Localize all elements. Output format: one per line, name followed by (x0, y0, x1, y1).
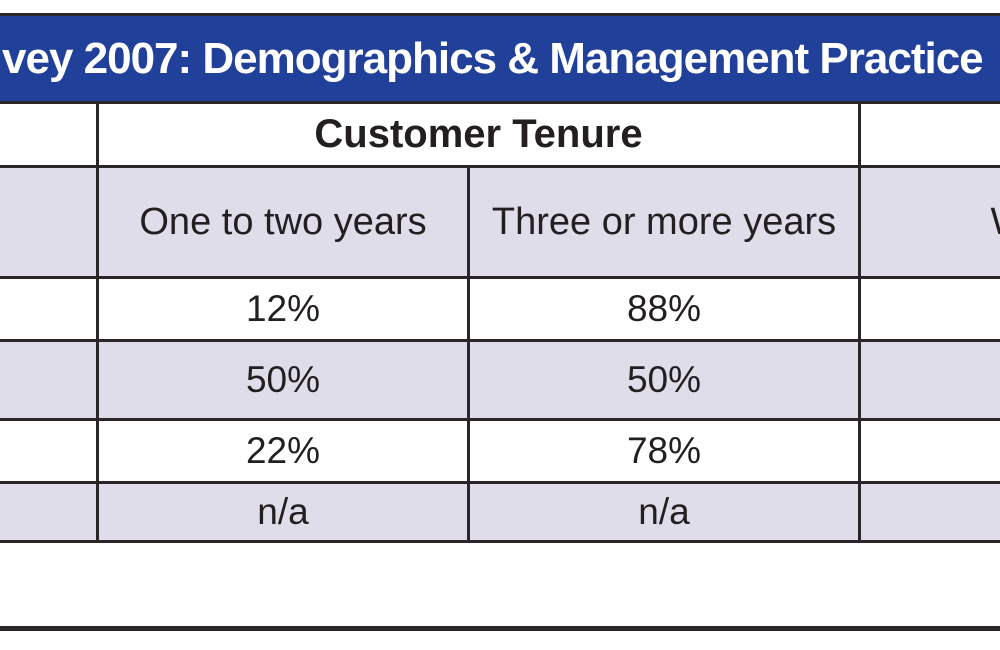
figure-top-border (0, 13, 1000, 16)
demographics-table: Customer Tenure M One to two years Three… (0, 101, 1000, 543)
col-header-one-to-two-years: One to two years (96, 165, 470, 279)
cell-value (858, 339, 1000, 421)
cell-value: 88% (466, 276, 862, 342)
table-row: ons 50% 50% (0, 339, 1000, 421)
figure-title: vey 2007: Demographics & Management Prac… (2, 34, 984, 83)
cell-value: 78% (466, 418, 862, 484)
cell-value: 22% (96, 418, 470, 484)
table-row: 12% 88% (0, 276, 1000, 342)
cell-value (858, 481, 1000, 543)
corner-cell (0, 101, 99, 168)
customer-tenure-group-header: Customer Tenure (95, 101, 862, 168)
row-label (0, 418, 99, 484)
cell-value: 50% (96, 339, 470, 421)
row-label (0, 276, 99, 342)
table-row: 22% 78% (0, 418, 1000, 484)
col-header-three-or-more-years: Three or more years (466, 165, 862, 279)
row-label: ons (0, 339, 99, 421)
cell-value (858, 418, 1000, 484)
corner-cell (0, 165, 99, 279)
column-header-row: One to two years Three or more years Wor… (0, 165, 1000, 279)
row-label (0, 481, 99, 543)
cell-value: n/a (466, 481, 862, 543)
cell-value: 12% (96, 276, 470, 342)
cell-value (858, 276, 1000, 342)
cell-value: 50% (466, 339, 862, 421)
title-bar: vey 2007: Demographics & Management Prac… (0, 16, 1000, 101)
figure-bottom-border (0, 626, 1000, 631)
management-group-header: M (858, 101, 1000, 168)
group-header-row: Customer Tenure M (0, 101, 1000, 168)
table-row: n/a n/a (0, 481, 1000, 543)
cell-value: n/a (96, 481, 470, 543)
col-header-word-of-mouth: Word (858, 165, 1000, 279)
